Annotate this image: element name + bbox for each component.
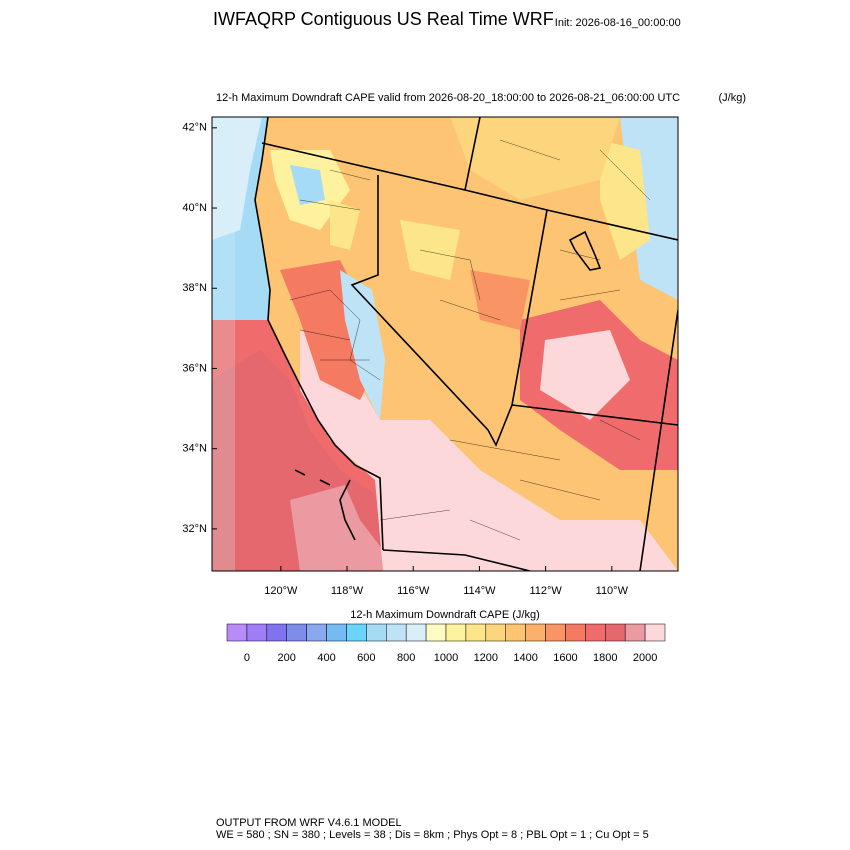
colorbar-box	[505, 623, 526, 642]
colorbar-box	[386, 623, 407, 642]
map-field	[212, 117, 678, 571]
colorbar-box	[286, 623, 307, 642]
init-time: Init: 2026-08-16_00:00:00	[555, 17, 681, 29]
colorbar-tick-label: 400	[317, 652, 335, 664]
colorbar-box	[266, 623, 287, 642]
footer-line: OUTPUT FROM WRF V4.6.1 MODEL	[216, 817, 402, 829]
x-tick-label: 112°W	[529, 585, 562, 597]
y-tick-label: 36°N	[182, 362, 207, 374]
subtitle: 12-h Maximum Downdraft CAPE valid from 2…	[216, 92, 680, 104]
y-tick-label: 32°N	[182, 523, 207, 535]
colorbar-box	[346, 623, 367, 642]
colorbar-box	[246, 623, 268, 642]
colorbar-tick-label: 0	[244, 652, 250, 664]
colorbar-box	[366, 623, 387, 642]
colorbar-tick-label: 200	[278, 652, 296, 664]
colorbar-box	[465, 623, 487, 642]
map-frame	[211, 116, 679, 572]
colorbar-tick-label: 1600	[553, 652, 577, 664]
x-tick-label: 114°W	[463, 585, 496, 597]
x-tick-label: 110°W	[596, 585, 629, 597]
colorbar-box	[405, 623, 427, 642]
colorbar-box	[425, 623, 447, 642]
x-tick-label: 116°W	[397, 585, 430, 597]
colorbar-tick-label: 600	[357, 652, 375, 664]
colorbar-title: 12-h Maximum Downdraft CAPE (J/kg)	[350, 609, 540, 621]
colorbar-box	[445, 623, 467, 642]
colorbar-box	[545, 623, 566, 642]
colorbar-tick-label: 1800	[593, 652, 617, 664]
y-tick-label: 34°N	[182, 443, 207, 455]
colorbar-box	[644, 623, 666, 642]
footer-line: WE = 580 ; SN = 380 ; Levels = 38 ; Dis …	[216, 829, 649, 841]
x-tick-label: 118°W	[331, 585, 364, 597]
colorbar-box	[624, 623, 646, 642]
title: IWFAQRP Contiguous US Real Time WRF	[213, 9, 554, 29]
colorbar-box	[485, 623, 506, 642]
colorbar-tick-label: 2000	[633, 652, 657, 664]
colorbar-tick-label: 1000	[434, 652, 458, 664]
colorbar-box	[585, 623, 606, 642]
colorbar-box	[306, 623, 327, 642]
colorbar-box	[565, 623, 586, 642]
y-tick-label: 38°N	[182, 282, 207, 294]
colorbar-box	[525, 623, 546, 642]
colorbar-box	[326, 623, 347, 642]
colorbar-box	[226, 623, 248, 642]
colorbar-box	[605, 623, 626, 642]
colorbar-tick-label: 1400	[513, 652, 537, 664]
boundaries	[254, 117, 678, 571]
colorbar-tick-label: 800	[397, 652, 415, 664]
y-tick-label: 42°N	[182, 122, 207, 134]
y-tick-label: 40°N	[182, 202, 207, 214]
colorbar-tick-label: 1200	[474, 652, 498, 664]
x-tick-label: 120°W	[264, 585, 298, 597]
units: (J/kg)	[719, 92, 747, 104]
